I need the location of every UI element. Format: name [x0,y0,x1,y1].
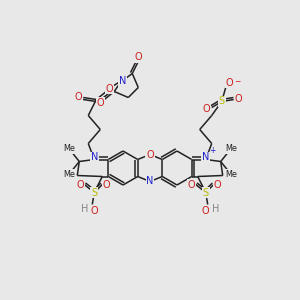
Text: N: N [202,152,209,163]
Text: +: + [209,146,216,155]
Text: Me: Me [225,144,237,153]
Text: O: O [203,104,211,115]
Text: −: − [235,77,241,86]
Text: N: N [146,176,154,187]
Text: O: O [74,92,82,103]
Text: H: H [212,203,219,214]
Text: O: O [214,179,221,190]
Text: Me: Me [63,170,75,179]
Text: O: O [146,149,154,160]
Text: O: O [76,179,84,190]
Text: O: O [106,83,113,94]
Text: O: O [226,77,233,88]
Text: O: O [202,206,209,215]
Text: N: N [118,76,126,86]
Text: O: O [91,206,98,215]
Text: H: H [81,203,88,214]
Text: S: S [203,188,209,197]
Text: S: S [91,188,97,197]
Text: N: N [91,152,98,163]
Text: Me: Me [63,144,75,153]
Text: O: O [188,179,196,190]
Text: Me: Me [225,170,237,179]
Text: O: O [103,179,110,190]
Text: O: O [97,98,104,107]
Text: O: O [235,94,242,104]
Text: O: O [134,52,142,62]
Text: S: S [219,97,225,106]
